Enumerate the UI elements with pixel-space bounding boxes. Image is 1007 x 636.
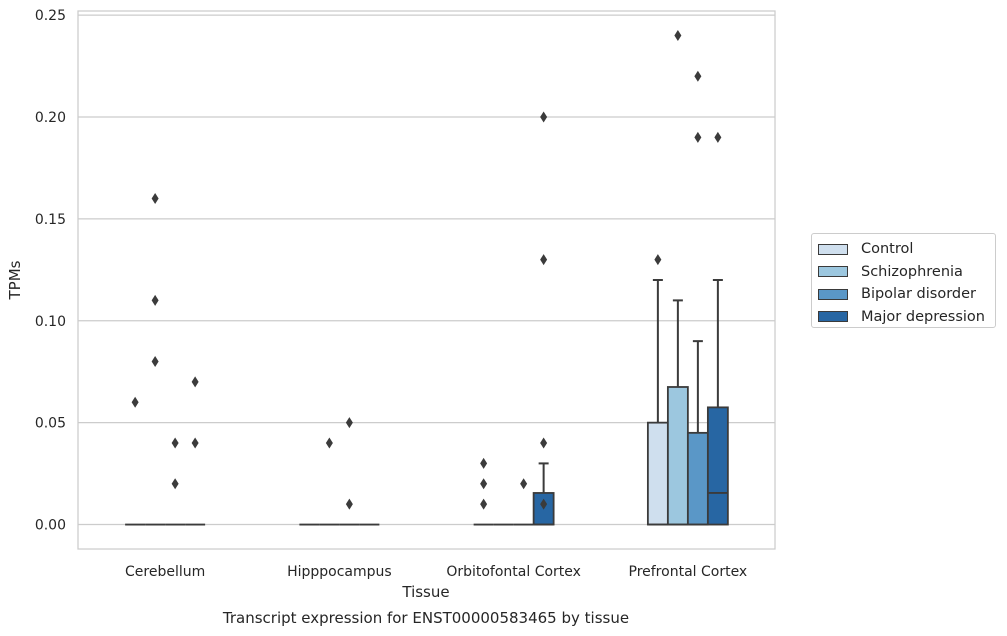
legend-swatch [818, 243, 848, 255]
outlier-point [191, 437, 199, 449]
outlier-point [694, 70, 702, 82]
outlier-point [480, 478, 488, 490]
box-1-1 [319, 437, 340, 526]
outlier-point [694, 131, 702, 143]
outlier-point [654, 254, 662, 266]
legend-label: Bipolar disorder [861, 286, 976, 303]
box-body [646, 421, 669, 526]
outlier-point [345, 417, 353, 429]
box-3-3 [706, 131, 729, 526]
box-2-2 [513, 478, 534, 526]
legend-label: Major depression [861, 308, 985, 325]
legend-item: Bipolar disorder [818, 283, 995, 306]
plot-marks [125, 29, 729, 526]
outlier-point [480, 457, 488, 469]
legend-swatch [818, 311, 848, 323]
outlier-point [540, 111, 548, 123]
y-tick-label: 0.00 [35, 518, 66, 534]
box-0-3 [185, 376, 206, 526]
outlier-point [191, 376, 199, 388]
x-tick-label: Prefrontal Cortex [629, 564, 748, 580]
box-3-2 [686, 70, 709, 526]
box-2-0 [473, 457, 494, 526]
x-tick-label: Hipppocampus [287, 564, 392, 580]
outlier-point [520, 478, 528, 490]
box-0-1 [145, 192, 166, 526]
y-tick-label: 0.10 [35, 314, 66, 330]
y-tick-label: 0.20 [35, 110, 66, 126]
legend-item: Major depression [818, 306, 995, 329]
outlier-point [540, 498, 548, 510]
legend: Control Schizophrenia Bipolar disorder Majo… [811, 233, 996, 328]
y-tick-label: 0.25 [35, 8, 66, 24]
outlier-point [540, 254, 548, 266]
outlier-point [131, 396, 139, 408]
outlier-point [171, 437, 179, 449]
box-body [666, 386, 689, 526]
legend-swatch [818, 266, 848, 278]
legend-label: Schizophrenia [861, 263, 963, 280]
legend-label: Control [861, 241, 914, 258]
outlier-point [714, 131, 722, 143]
outlier-point [151, 192, 159, 204]
outlier-point [480, 498, 488, 510]
box-2-3 [532, 111, 555, 526]
box-0-0 [125, 396, 146, 526]
outlier-point [345, 498, 353, 510]
box-body [706, 406, 729, 526]
chart-caption: Transcript expression for ENST0000058346… [222, 609, 629, 627]
legend-item: Control [818, 238, 995, 261]
outlier-point [171, 478, 179, 490]
plot-frame [77, 10, 776, 550]
x-tick-label: Cerebellum [125, 564, 205, 580]
y-tick-label: 0.15 [35, 212, 66, 228]
box-1-2 [339, 417, 360, 526]
outlier-point [151, 356, 159, 368]
y-axis-label: TPMs [6, 260, 24, 300]
legend-item: Schizophrenia [818, 261, 995, 284]
box-3-0 [646, 254, 669, 526]
outlier-point [674, 29, 682, 41]
box-3-1 [666, 29, 689, 526]
outlier-point [151, 294, 159, 306]
box-0-2 [165, 437, 186, 526]
box-body [686, 431, 709, 526]
legend-swatch [818, 288, 848, 300]
x-axis-label: Tissue [401, 583, 449, 601]
x-tick-label: Orbitofontal Cortex [446, 564, 581, 580]
outlier-point [325, 437, 333, 449]
y-tick-label: 0.05 [35, 416, 66, 432]
y-tick-labels: 0.00 0.05 0.10 0.15 0.20 0.25 [35, 8, 66, 533]
x-tick-labels: Cerebellum Hipppocampus Orbitofontal Corte… [125, 564, 747, 580]
outlier-point [540, 437, 548, 449]
